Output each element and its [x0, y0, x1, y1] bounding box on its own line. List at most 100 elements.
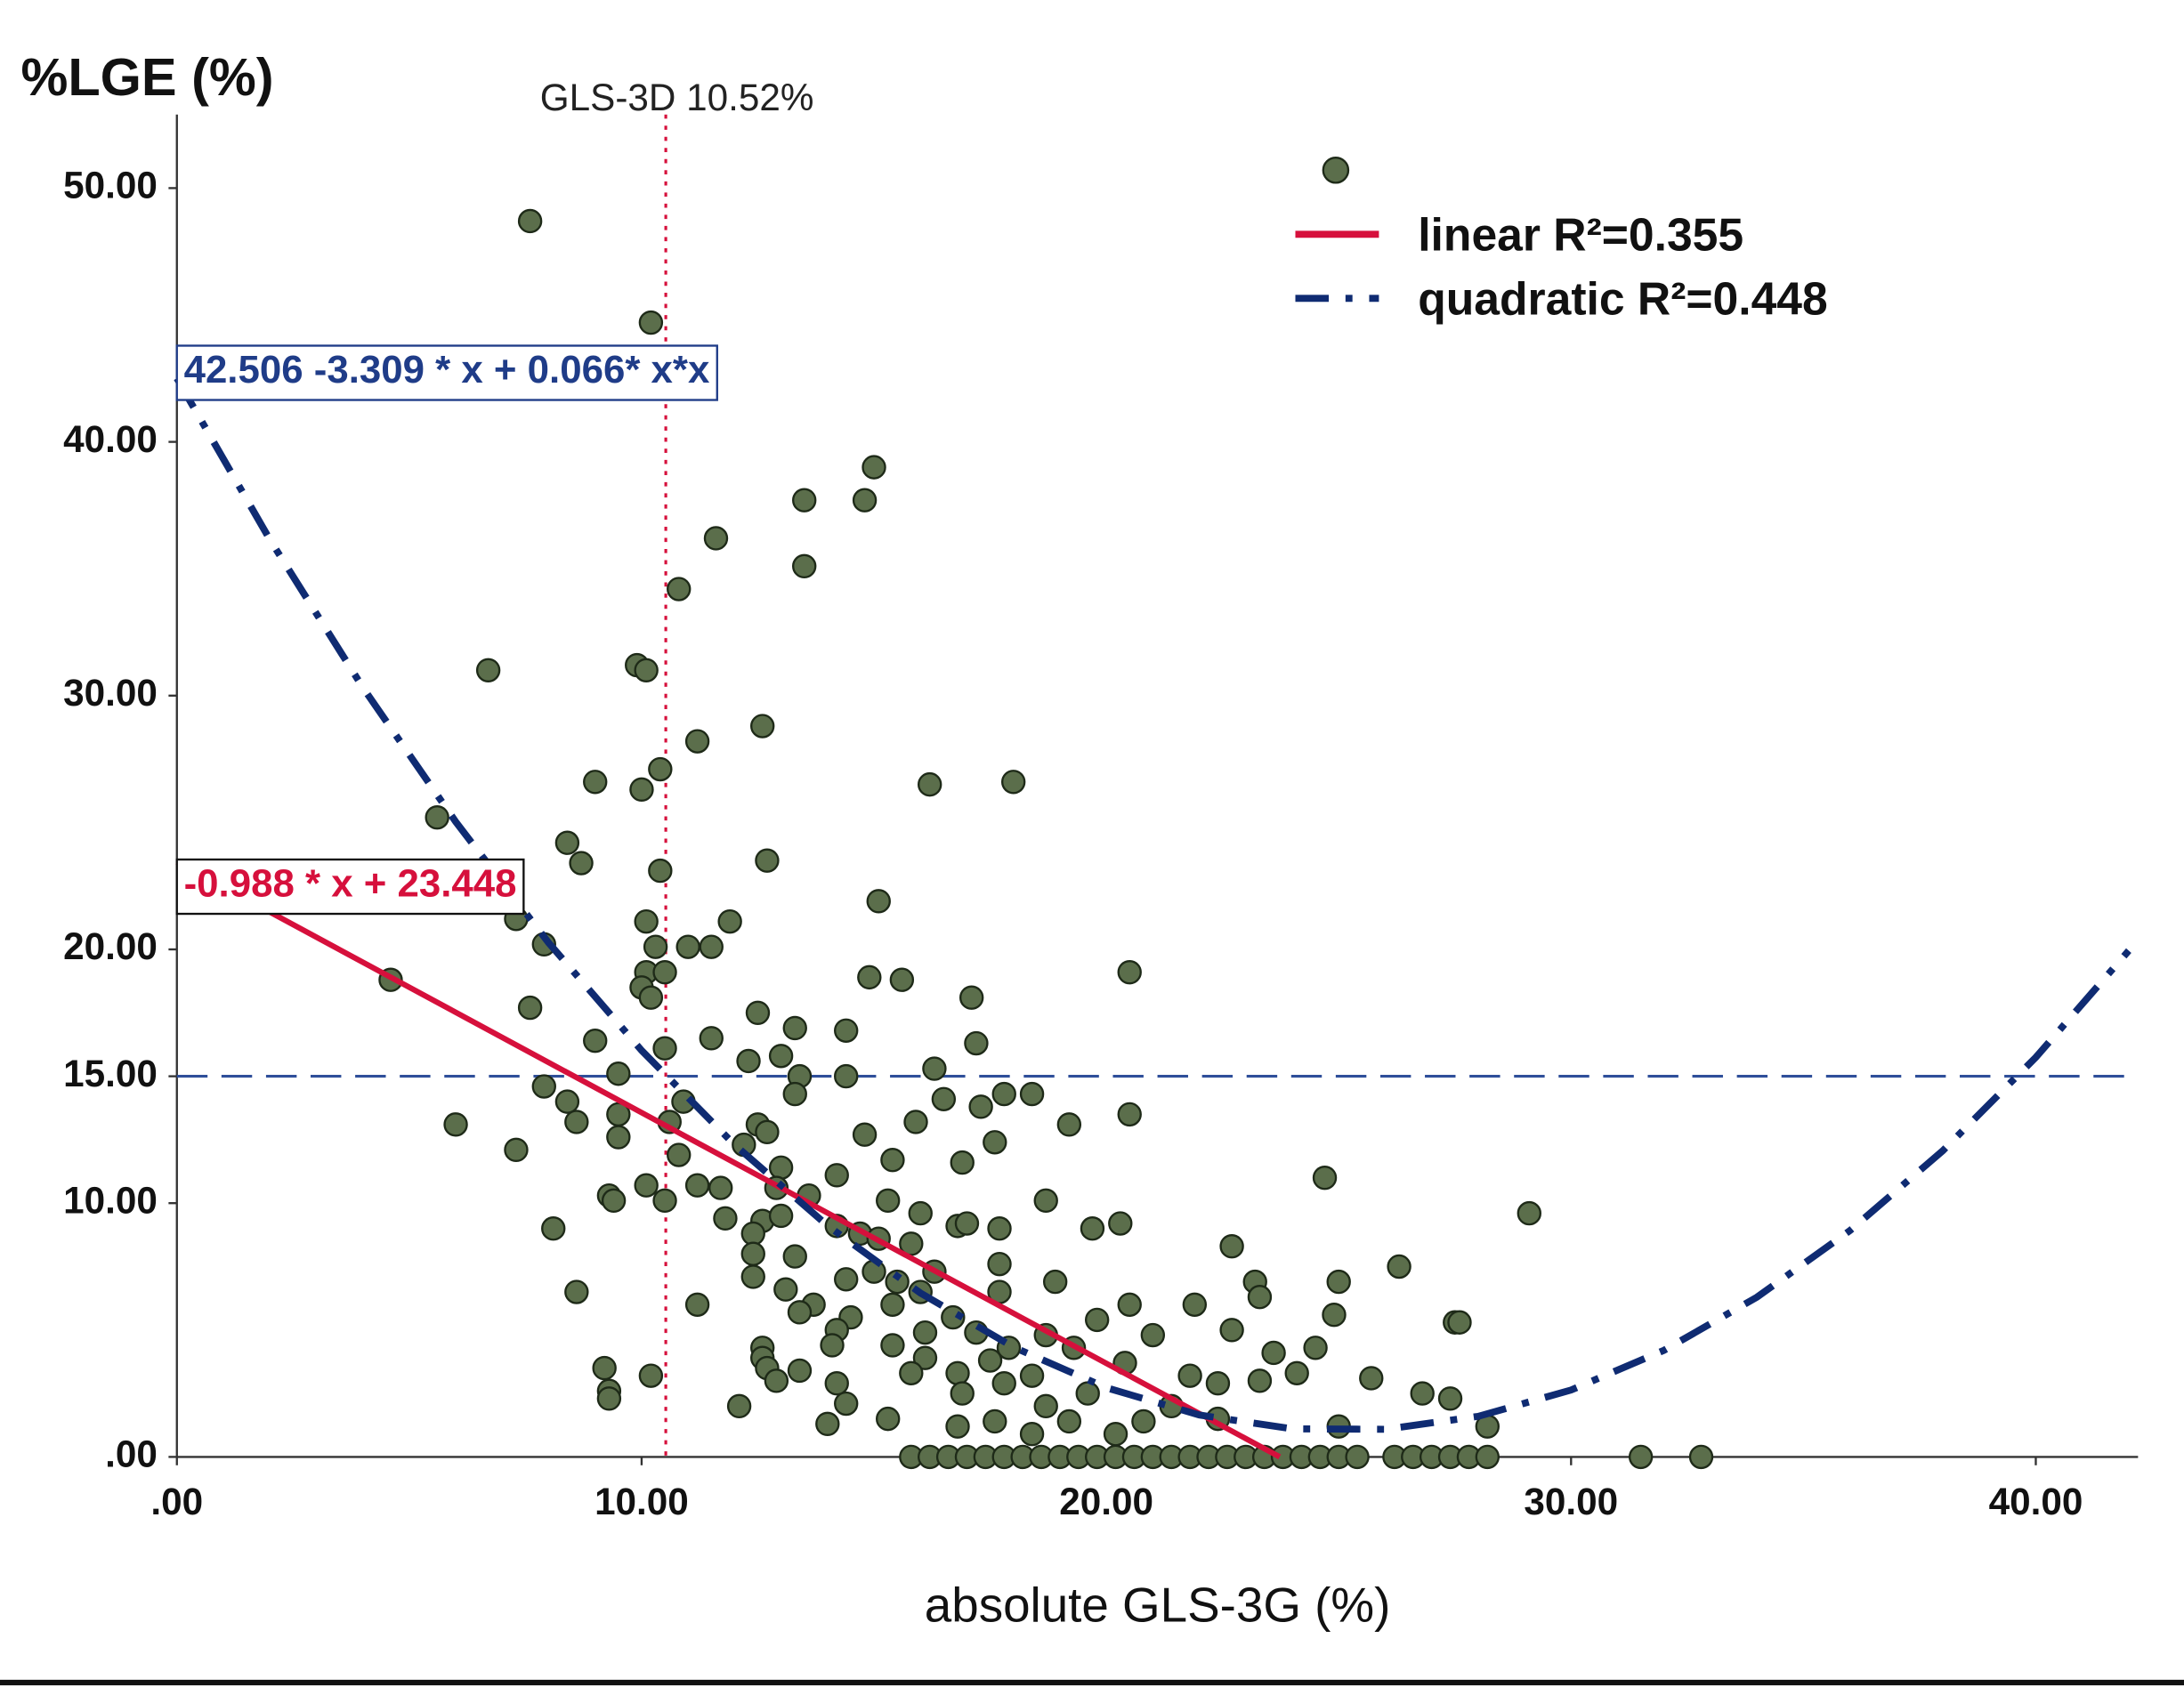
point	[857, 965, 882, 990]
point	[903, 1110, 928, 1134]
point	[834, 1063, 859, 1089]
point	[912, 1320, 938, 1345]
point	[1075, 1381, 1100, 1406]
point	[834, 1018, 859, 1043]
point	[1000, 770, 1026, 795]
point	[977, 1348, 1003, 1373]
point	[1326, 1269, 1351, 1295]
point	[1219, 1318, 1244, 1343]
point	[1359, 1366, 1384, 1391]
point	[1517, 1200, 1541, 1226]
x-tick-label: 10.00	[595, 1481, 689, 1522]
point	[1628, 1444, 1654, 1470]
point	[1033, 1393, 1058, 1419]
x-tick-label: 40.00	[1989, 1481, 2083, 1522]
point	[675, 934, 700, 959]
point	[875, 1188, 901, 1214]
point	[699, 1026, 724, 1051]
point	[1019, 1081, 1045, 1107]
point	[1447, 1310, 1472, 1335]
point	[1019, 1363, 1045, 1388]
point	[684, 729, 710, 754]
point	[425, 805, 449, 830]
point	[950, 1150, 975, 1175]
point	[889, 967, 915, 992]
point	[866, 889, 891, 914]
point	[950, 1381, 975, 1406]
point	[569, 851, 594, 876]
point	[880, 1333, 905, 1358]
point	[740, 1221, 765, 1247]
point	[1117, 959, 1142, 985]
y-tick-label: 50.00	[63, 165, 158, 206]
point	[648, 858, 673, 884]
point	[1131, 1409, 1156, 1434]
point	[792, 553, 817, 579]
point	[601, 1188, 627, 1214]
point	[1322, 1302, 1347, 1328]
point	[583, 770, 608, 795]
point	[880, 1292, 905, 1317]
point	[912, 1345, 938, 1370]
point	[750, 714, 775, 739]
point	[1345, 1444, 1370, 1470]
point	[713, 1206, 738, 1231]
x-tick-label: 20.00	[1059, 1481, 1153, 1522]
point	[652, 959, 677, 985]
point	[684, 1173, 710, 1198]
point	[834, 1267, 859, 1292]
point	[787, 1358, 813, 1384]
point	[1056, 1409, 1082, 1434]
point	[504, 1137, 529, 1163]
point	[954, 1211, 980, 1236]
point	[667, 577, 692, 601]
point	[787, 1300, 813, 1325]
point	[1108, 1211, 1133, 1236]
point	[991, 1371, 1016, 1396]
point	[684, 1292, 710, 1317]
point	[861, 1259, 886, 1284]
equation-label: 42.506 -3.309 * x + 0.066* x*x	[184, 348, 710, 391]
point	[968, 1094, 993, 1119]
equation-box	[175, 858, 525, 916]
x-tick-label: 30.00	[1524, 1481, 1618, 1522]
point	[782, 1081, 807, 1107]
point	[987, 1216, 1012, 1241]
equation-label: -0.988 * x + 23.448	[184, 861, 517, 905]
point	[1261, 1340, 1286, 1366]
point	[703, 526, 729, 551]
reference-label: GLS-3D 10.52%	[540, 77, 814, 118]
point	[991, 1081, 1016, 1107]
point	[606, 1125, 631, 1150]
point	[554, 1089, 580, 1114]
point	[1117, 1292, 1142, 1317]
point	[1205, 1371, 1231, 1396]
y-tick-label: .00	[105, 1433, 158, 1475]
point	[606, 1061, 631, 1086]
y-tick-label: 15.00	[63, 1053, 158, 1094]
point	[768, 1155, 794, 1180]
point	[880, 1148, 905, 1173]
point	[755, 848, 780, 873]
point	[736, 1048, 761, 1074]
equation-box	[175, 344, 718, 401]
point	[596, 1386, 622, 1411]
y-tick-label: 40.00	[63, 418, 158, 460]
legend-label: quadratic R²=0.448	[1418, 273, 1828, 325]
point	[740, 1264, 765, 1289]
point	[1103, 1422, 1128, 1447]
point	[885, 1269, 910, 1295]
point	[1303, 1336, 1328, 1360]
point	[517, 208, 543, 234]
point	[1387, 1254, 1412, 1279]
point	[1247, 1368, 1273, 1393]
x-tick-label: .00	[150, 1481, 203, 1522]
point	[922, 1056, 947, 1081]
point	[824, 1371, 849, 1396]
point	[564, 1279, 589, 1304]
point	[1182, 1292, 1208, 1317]
point	[875, 1406, 901, 1432]
point	[987, 1251, 1012, 1277]
point	[652, 1188, 677, 1214]
